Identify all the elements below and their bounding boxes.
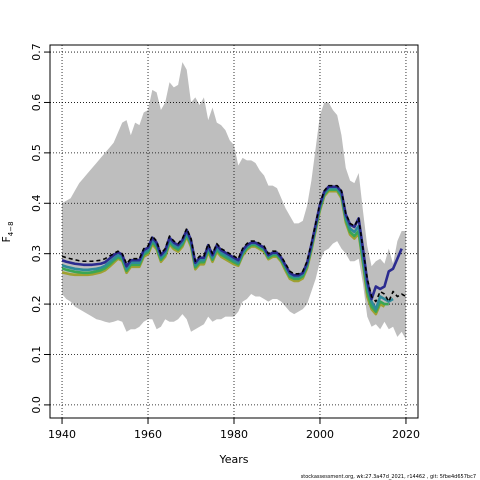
x-tick-label: 1960 — [134, 428, 162, 441]
x-tick-label: 2000 — [306, 428, 334, 441]
y-tick-label: 0.7 — [30, 43, 43, 61]
x-axis-label: Years — [218, 453, 248, 466]
series-line — [61, 184, 407, 303]
y-tick-label: 0.6 — [30, 94, 43, 112]
y-axis-label: F4−8 — [0, 221, 15, 242]
series-line — [61, 189, 386, 316]
y-tick-label: 0.0 — [30, 396, 43, 414]
footer: stockassessment.org, wk:27.3a47d_2021, r… — [301, 474, 476, 480]
y-tick-label: 0.4 — [30, 195, 43, 213]
y-tick-label: 0.5 — [30, 144, 43, 162]
y-axis-label-subscript: 4−8 — [7, 221, 15, 236]
x-tick-label: 1940 — [48, 428, 76, 441]
y-axis-label-main: F — [0, 236, 13, 242]
x-tick-label: 1980 — [220, 428, 248, 441]
series-line — [61, 188, 389, 313]
y-tick-label: 0.3 — [30, 245, 43, 263]
y-tick-label: 0.2 — [30, 295, 43, 313]
y-tick-label: 0.1 — [30, 346, 43, 364]
x-tick-label: 2020 — [392, 428, 420, 441]
